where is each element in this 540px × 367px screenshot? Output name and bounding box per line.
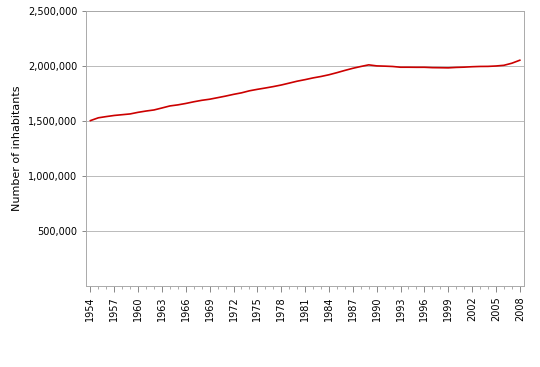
Y-axis label: Number of inhabitants: Number of inhabitants <box>12 86 23 211</box>
